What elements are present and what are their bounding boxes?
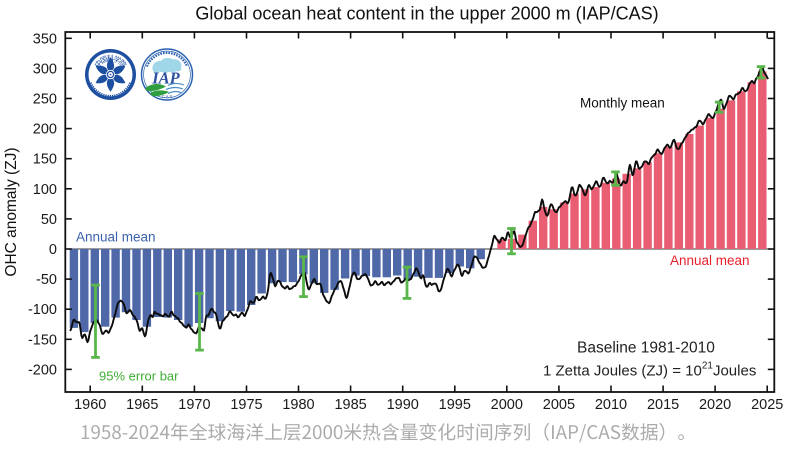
svg-text:100: 100 [33, 182, 57, 198]
svg-text:200: 200 [33, 122, 57, 138]
svg-text:-100: -100 [28, 302, 57, 318]
svg-text:95% error bar: 95% error bar [99, 369, 179, 384]
svg-text:1 Zetta Joules (ZJ) = 1021Joul: 1 Zetta Joules (ZJ) = 1021Joules [543, 361, 756, 380]
svg-text:IAP: IAP [151, 69, 180, 88]
svg-text:1985: 1985 [334, 397, 366, 413]
svg-text:Annual mean: Annual mean [76, 230, 156, 245]
svg-text:0: 0 [49, 242, 57, 258]
svg-text:Monthly mean: Monthly mean [580, 96, 665, 111]
svg-text:150: 150 [33, 152, 57, 168]
svg-text:1970: 1970 [178, 397, 210, 413]
svg-text:1975: 1975 [230, 397, 262, 413]
svg-text:Baseline 1981-2010: Baseline 1981-2010 [577, 340, 715, 357]
svg-text:OHC anomaly (ZJ): OHC anomaly (ZJ) [3, 147, 20, 276]
svg-text:250: 250 [33, 92, 57, 108]
svg-text:1965: 1965 [126, 397, 158, 413]
svg-text:1980: 1980 [282, 397, 314, 413]
svg-text:2025: 2025 [751, 397, 783, 413]
svg-text:-150: -150 [28, 332, 57, 348]
svg-text:2010: 2010 [595, 397, 627, 413]
svg-text:Global ocean heat content in t: Global ocean heat content in the upper 2… [195, 4, 658, 24]
svg-text:2005: 2005 [543, 397, 575, 413]
svg-text:Annual mean: Annual mean [670, 253, 750, 268]
svg-text:300: 300 [33, 61, 57, 77]
svg-text:1990: 1990 [387, 397, 419, 413]
svg-text:1960: 1960 [74, 397, 106, 413]
svg-text:2020: 2020 [699, 397, 731, 413]
svg-text:50: 50 [41, 212, 57, 228]
svg-text:-50: -50 [36, 272, 57, 288]
svg-text:C A S: C A S [162, 94, 173, 99]
svg-text:350: 350 [33, 31, 57, 47]
svg-text:2015: 2015 [647, 397, 679, 413]
svg-text:1995: 1995 [439, 397, 471, 413]
svg-text:-200: -200 [28, 362, 57, 378]
svg-text:2000: 2000 [491, 397, 523, 413]
